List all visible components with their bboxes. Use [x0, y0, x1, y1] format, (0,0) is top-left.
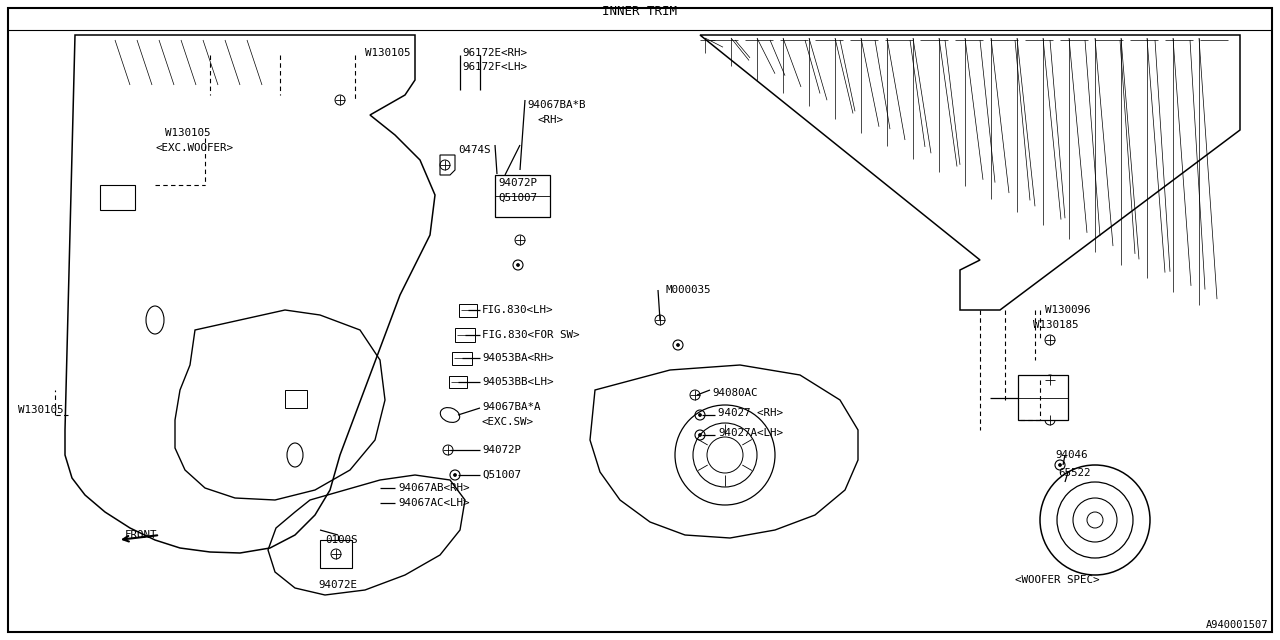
Text: 94027 <RH>: 94027 <RH>	[718, 408, 783, 418]
Text: W130105: W130105	[365, 48, 411, 58]
Text: 94067AC<LH>: 94067AC<LH>	[398, 498, 470, 508]
Bar	[1018, 375, 1068, 420]
Circle shape	[517, 264, 520, 266]
Text: INNER TRIM: INNER TRIM	[603, 5, 677, 18]
Text: 96172F<LH>: 96172F<LH>	[462, 62, 527, 72]
Circle shape	[1059, 463, 1061, 467]
Text: W130185: W130185	[1033, 320, 1079, 330]
Text: 65522: 65522	[1059, 468, 1091, 478]
Text: 94053BA<RH>: 94053BA<RH>	[483, 353, 553, 363]
Ellipse shape	[440, 408, 460, 422]
Text: 94067AB<RH>: 94067AB<RH>	[398, 483, 470, 493]
Text: 0474S: 0474S	[458, 145, 490, 155]
Text: M000035: M000035	[666, 285, 710, 295]
Bar	[449, 376, 467, 388]
Text: 94080AC: 94080AC	[712, 388, 758, 398]
Bar	[454, 328, 475, 342]
Circle shape	[677, 344, 680, 346]
Text: <WOOFER SPEC>: <WOOFER SPEC>	[1015, 575, 1100, 585]
Text: 94027A<LH>: 94027A<LH>	[718, 428, 783, 438]
Text: W130105: W130105	[18, 405, 64, 415]
Text: <RH>: <RH>	[538, 115, 563, 125]
Circle shape	[699, 413, 701, 417]
Bar	[285, 390, 307, 408]
Bar	[100, 185, 134, 210]
Bar	[452, 352, 472, 365]
Text: 94072P: 94072P	[483, 445, 521, 455]
Text: 94053BB<LH>: 94053BB<LH>	[483, 377, 553, 387]
Text: <EXC.WOOFER>: <EXC.WOOFER>	[155, 143, 233, 153]
Text: 96172E<RH>: 96172E<RH>	[462, 48, 527, 58]
Bar	[495, 175, 550, 217]
Text: FRONT: FRONT	[125, 530, 157, 540]
Text: 94072E: 94072E	[317, 580, 357, 590]
Text: <EXC.SW>: <EXC.SW>	[483, 417, 534, 427]
Text: 94067BA*A: 94067BA*A	[483, 402, 540, 412]
Text: 94067BA*B: 94067BA*B	[527, 100, 585, 110]
Circle shape	[699, 433, 701, 436]
Text: FIG.830<FOR SW>: FIG.830<FOR SW>	[483, 330, 580, 340]
Text: W130105: W130105	[165, 128, 210, 138]
Text: FIG.830<LH>: FIG.830<LH>	[483, 305, 553, 315]
Text: 94046: 94046	[1055, 450, 1088, 460]
Text: W130096: W130096	[1044, 305, 1091, 315]
Text: 94072P: 94072P	[498, 178, 538, 188]
Text: 0100S: 0100S	[325, 535, 357, 545]
Bar	[460, 304, 477, 317]
Text: Q51007: Q51007	[498, 193, 538, 203]
Circle shape	[453, 474, 457, 477]
Text: Q51007: Q51007	[483, 470, 521, 480]
Ellipse shape	[146, 306, 164, 334]
Bar	[320, 540, 352, 568]
Ellipse shape	[287, 443, 303, 467]
Text: A940001507: A940001507	[1206, 620, 1268, 630]
